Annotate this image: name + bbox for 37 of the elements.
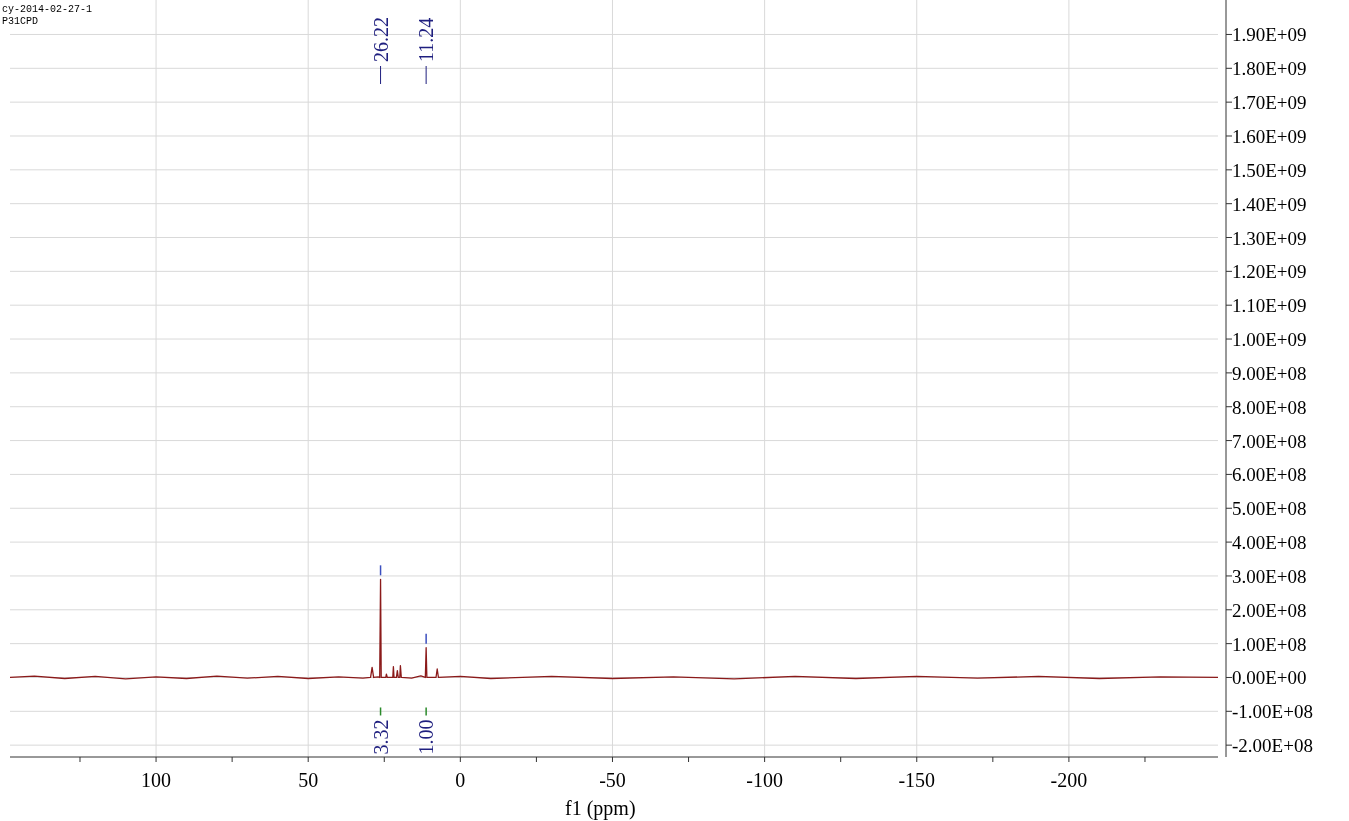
annotation: 3.32 [369, 719, 392, 755]
x-tick-label: 50 [298, 769, 319, 791]
y-tick-label: 1.10E+09 [1232, 295, 1307, 317]
y-tick-label: 1.00E+09 [1232, 329, 1307, 351]
annotation: 26.22 [369, 17, 392, 62]
annotation: 1.00 [415, 719, 438, 755]
y-tick-label: 5.00E+08 [1232, 498, 1307, 520]
x-tick-label: 0 [455, 769, 466, 791]
y-tick-label: 7.00E+08 [1232, 430, 1307, 452]
y-tick-label: 9.00E+08 [1232, 362, 1307, 384]
y-tick-label: 1.00E+08 [1232, 633, 1307, 655]
x-tick-label: -150 [898, 769, 936, 791]
y-tick-label: 3.00E+08 [1232, 565, 1307, 587]
x-tick-label: 100 [141, 769, 172, 791]
y-tick-label: 4.00E+08 [1232, 532, 1307, 554]
x-tick-label: -50 [599, 769, 626, 791]
annotation: cy-2014-02-27-1 [2, 4, 93, 15]
annotation: 11.24 [415, 17, 438, 62]
y-tick-label: 1.40E+09 [1232, 193, 1307, 215]
y-tick-label: 1.60E+09 [1232, 125, 1307, 147]
y-tick-label: 0.00E+00 [1232, 667, 1307, 689]
x-axis-title: f1 (ppm) [565, 797, 636, 820]
y-tick-label: 6.00E+08 [1232, 464, 1307, 486]
y-tick-label: -2.00E+08 [1232, 735, 1313, 757]
y-tick-label: 2.00E+08 [1232, 599, 1307, 621]
y-tick-label: 1.50E+09 [1232, 159, 1307, 181]
annotation: P31CPD [2, 16, 39, 27]
line-series [10, 578, 1218, 680]
y-tick-label: 1.80E+09 [1232, 58, 1307, 80]
y-tick-label: 1.20E+09 [1232, 261, 1307, 283]
y-tick-label: 8.00E+08 [1232, 396, 1307, 418]
x-tick-label: -100 [746, 769, 783, 791]
y-tick-label: 1.90E+09 [1232, 24, 1307, 46]
y-tick-label: 1.30E+09 [1232, 227, 1307, 249]
y-tick-label: 1.70E+09 [1232, 92, 1307, 114]
x-tick-label: -200 [1050, 769, 1088, 791]
y-tick-label: -1.00E+08 [1232, 701, 1313, 723]
